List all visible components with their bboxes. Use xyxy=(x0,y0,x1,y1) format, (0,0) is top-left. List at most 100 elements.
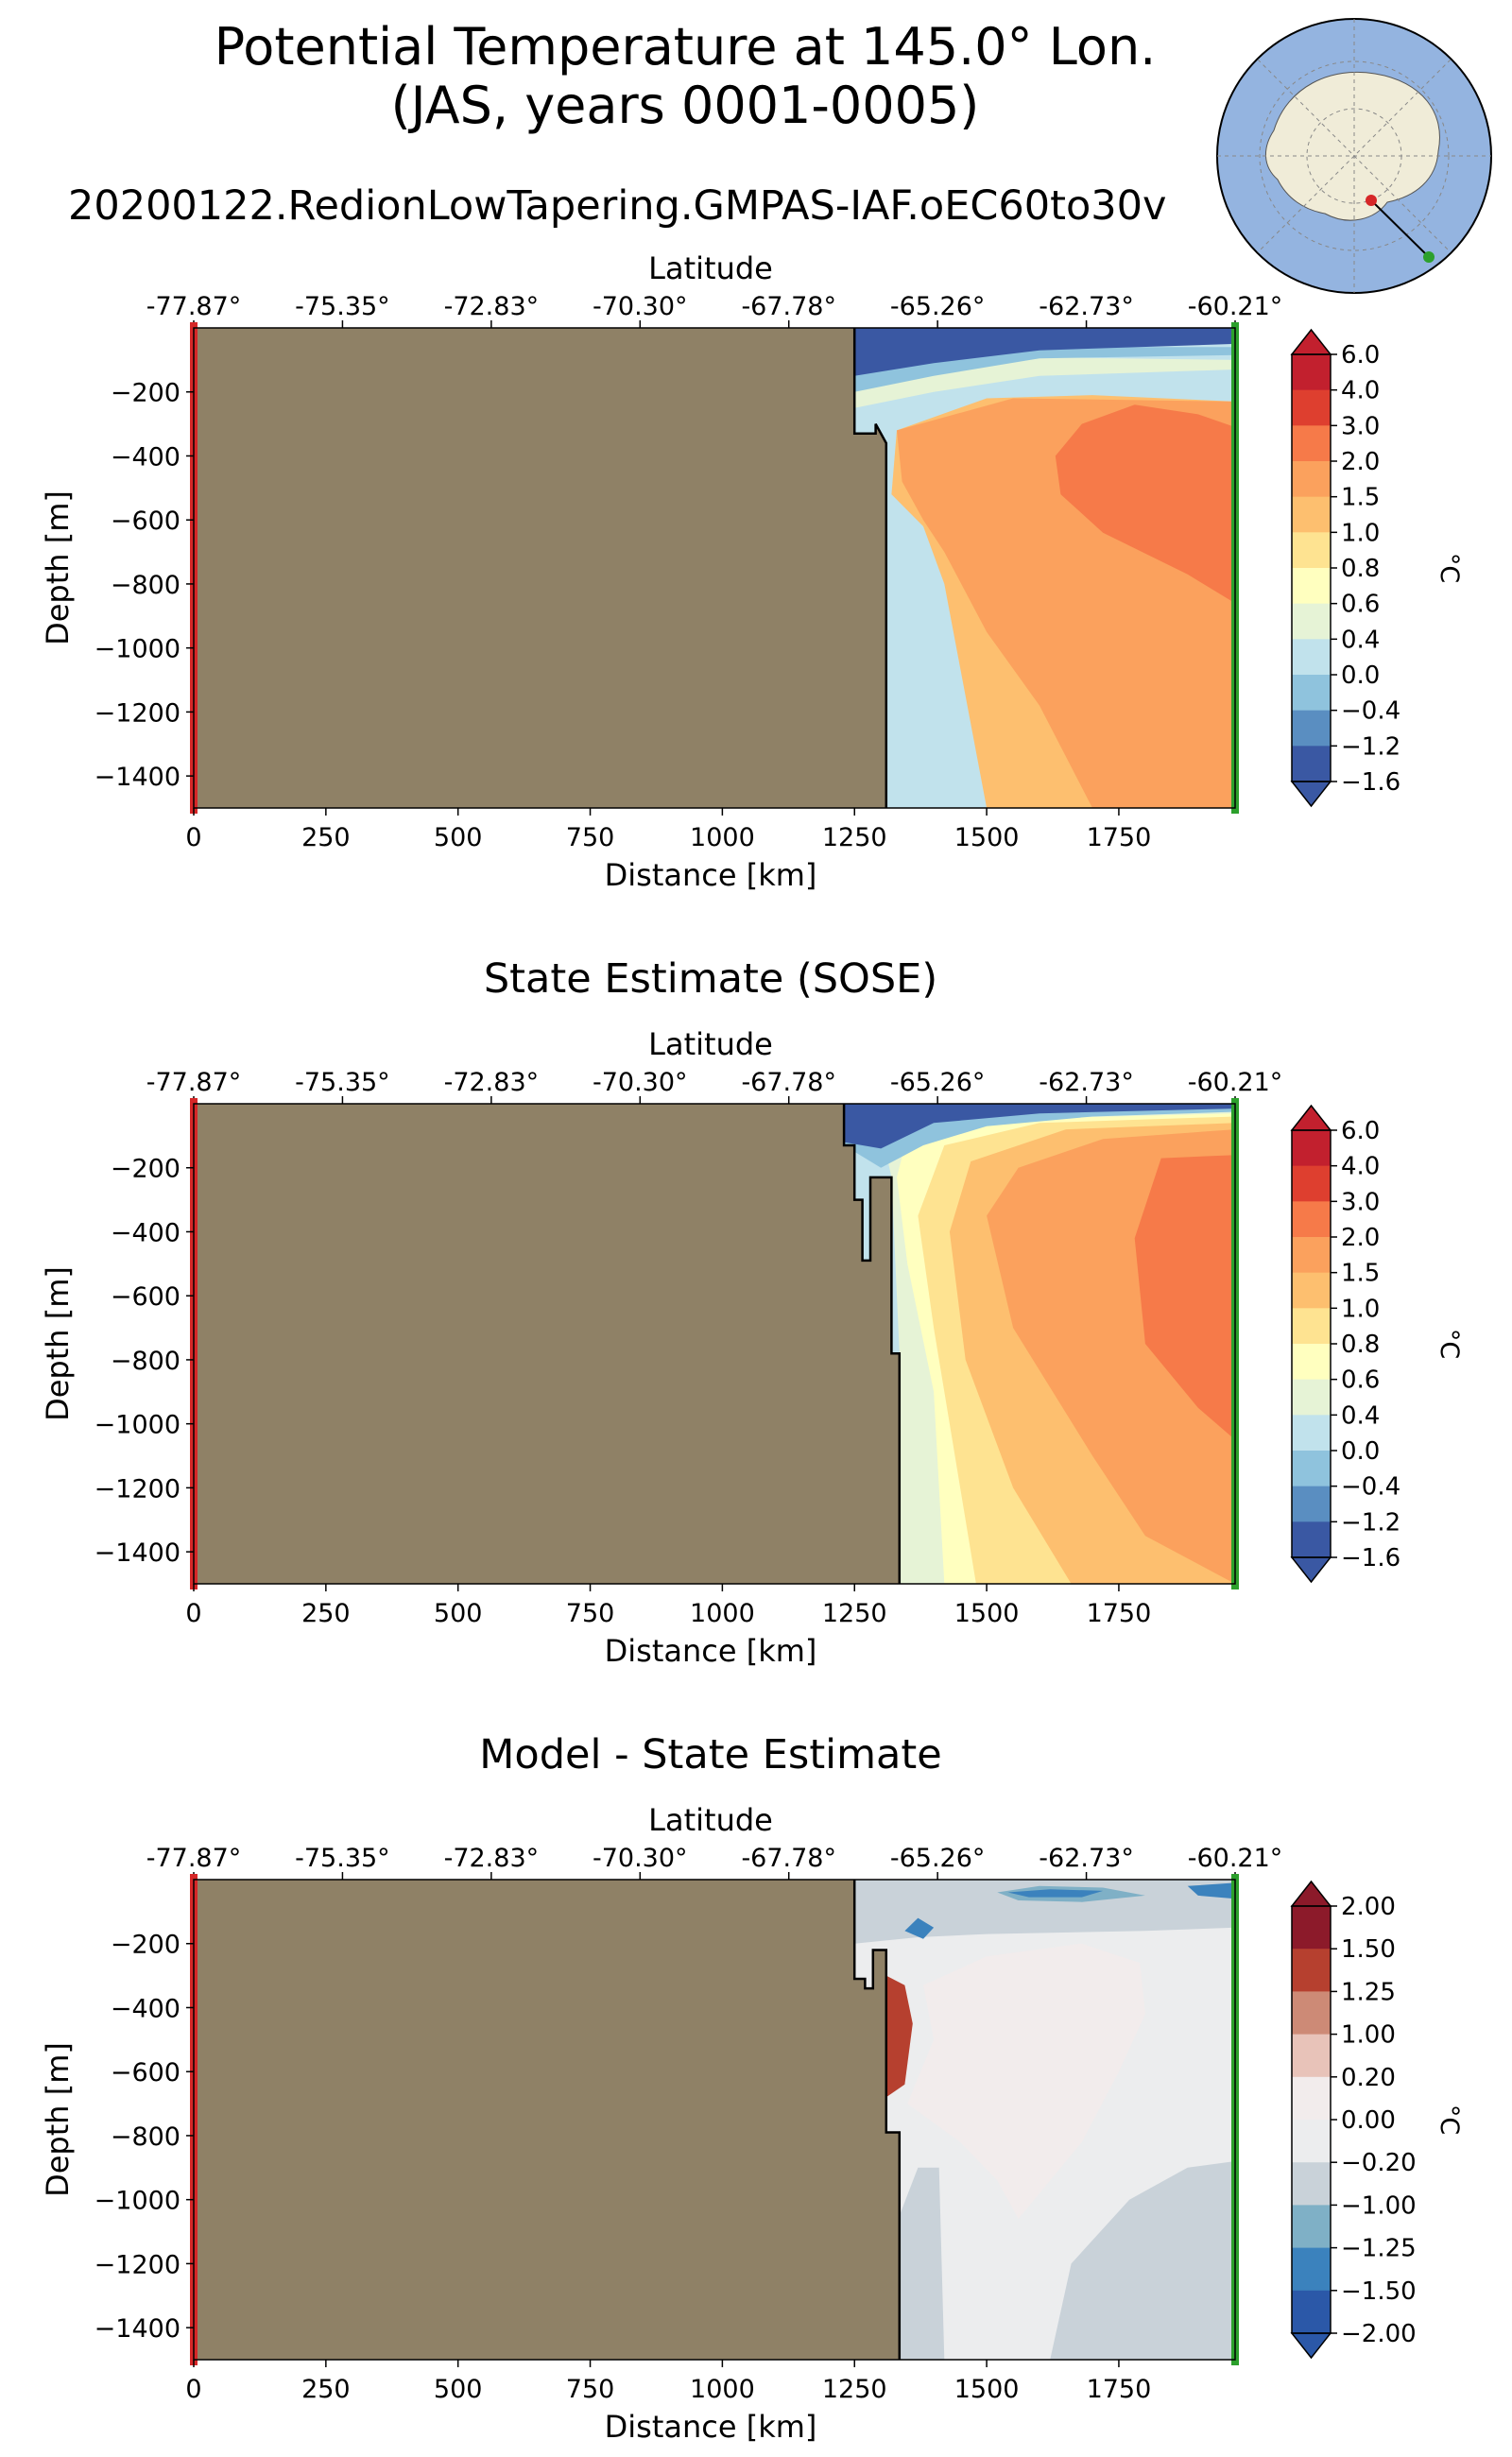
latitude-tick-label: -72.83° xyxy=(444,292,540,321)
colorbar-segment xyxy=(1292,461,1331,498)
x-tick-label: 250 xyxy=(301,1599,351,1628)
x-tick-label: 1250 xyxy=(822,2375,887,2404)
colorbar-tick-label: −1.50 xyxy=(1341,2277,1417,2306)
y-tick-label: −200 xyxy=(111,1931,180,1960)
colorbar-tick-label: −0.4 xyxy=(1341,1473,1400,1502)
colorbar-tick-label: 0.8 xyxy=(1341,555,1380,583)
inset-map-end-point xyxy=(1423,251,1435,263)
y-axis-label: Depth [m] xyxy=(40,2042,76,2197)
latitude-axis-label: Latitude xyxy=(648,1802,773,1838)
colorbar-tick-label: 4.0 xyxy=(1341,1153,1380,1181)
latitude-tick-label: -72.83° xyxy=(444,1068,540,1097)
colorbar-segment xyxy=(1292,746,1331,782)
contour-band xyxy=(854,328,1235,408)
latitude-tick-label: -77.87° xyxy=(146,292,242,321)
y-tick-label: −1400 xyxy=(94,763,180,792)
latitude-axis-label: Latitude xyxy=(648,250,773,286)
run-name-subtitle: 20200122.RedionLowTapering.GMPAS-IAF.oEC… xyxy=(68,182,1166,230)
colorbar: 6.0 4.0 3.0 2.0 1.5 1.0 0.8 0.6 0.4 0.0 −0.4 −1.2 −1… xyxy=(1290,1104,1464,1584)
colorbar: 2.00 1.50 1.25 1.00 0.20 0.00 −0.20 −1.00 −1.25 −… xyxy=(1290,1880,1464,2360)
x-tick-label: 750 xyxy=(566,2375,615,2404)
contour-band xyxy=(1134,1155,1235,1440)
x-tick-label: 0 xyxy=(185,823,201,852)
land-mask xyxy=(194,328,886,808)
y-tick-label: −600 xyxy=(111,1282,180,1312)
colorbar-segment xyxy=(1292,2120,1331,2163)
y-tick-label: −1200 xyxy=(94,1474,180,1503)
land-boundary-line xyxy=(852,328,888,808)
colorbar-segment xyxy=(1292,1949,1331,1992)
y-tick-label: −400 xyxy=(111,442,180,472)
contour-band xyxy=(885,1975,913,2098)
plot-frame xyxy=(193,1103,1236,1585)
contour-band xyxy=(854,328,1235,376)
x-tick-label: 1000 xyxy=(690,2375,755,2404)
colorbar-tick-label: 2.0 xyxy=(1341,1224,1380,1252)
colorbar-min-extend xyxy=(1290,2332,1332,2360)
latitude-tick-label: -67.78° xyxy=(741,1844,836,1873)
x-tick-label: 250 xyxy=(301,2375,351,2404)
colorbar-segment xyxy=(1292,532,1331,569)
panels: Latitude -77.87° -75.35° -72.83° -70.30° -67.… xyxy=(40,250,1464,2445)
contour-band xyxy=(904,1917,935,1939)
latitude-axis-label: Latitude xyxy=(648,1026,773,1062)
inset-map-antarctica xyxy=(1265,71,1440,221)
x-tick-label: 250 xyxy=(301,823,351,852)
colorbar-tick-label: −1.00 xyxy=(1341,2191,1417,2220)
contour-band xyxy=(899,2167,945,2360)
y-tick-label: −1400 xyxy=(94,1538,180,1568)
colorbar-tick-label: 3.0 xyxy=(1341,412,1380,440)
x-tick-label: 1750 xyxy=(1087,1599,1152,1628)
colorbar-segment xyxy=(1292,1486,1331,1522)
land-boundary-line xyxy=(852,1880,902,2360)
colorbar-segment xyxy=(1292,1451,1331,1487)
latitude-tick-label: -60.21° xyxy=(1188,1068,1283,1097)
x-tick-label: 750 xyxy=(566,823,615,852)
colorbar-segment xyxy=(1292,1308,1331,1345)
panel-title: Model - State Estimate xyxy=(479,1731,941,1778)
contour-band xyxy=(1055,404,1235,604)
latitude-tick-label: -62.73° xyxy=(1039,292,1134,321)
y-tick-label: −1200 xyxy=(94,2250,180,2279)
inset-map-grid-outer xyxy=(1259,60,1450,251)
colorbar-segment xyxy=(1292,2290,1331,2334)
colorbar-tick-label: 6.0 xyxy=(1341,1117,1380,1145)
latitude-tick-label: -70.30° xyxy=(593,1068,688,1097)
colorbar-segment xyxy=(1292,389,1331,426)
colorbar-segment xyxy=(1292,354,1331,391)
colorbar-tick-label: 4.0 xyxy=(1341,377,1380,405)
latitude-tick-label: -75.35° xyxy=(295,292,390,321)
x-axis-label: Distance [km] xyxy=(605,2409,817,2445)
y-tick-label: −200 xyxy=(111,1155,180,1184)
x-tick-label: 0 xyxy=(185,2375,201,2404)
y-tick-label: −600 xyxy=(111,2058,180,2088)
colorbar-tick-label: 0.0 xyxy=(1341,1437,1380,1466)
colorbar-segment xyxy=(1292,639,1331,676)
latitude-tick-label: -62.73° xyxy=(1039,1068,1134,1097)
colorbar-segment xyxy=(1292,1379,1331,1416)
colorbar-segment xyxy=(1292,1237,1331,1274)
colorbar-tick-label: 1.0 xyxy=(1341,1295,1380,1323)
colorbar-tick-label: 1.25 xyxy=(1341,1978,1396,2006)
x-tick-label: 500 xyxy=(434,1599,483,1628)
land-boundary-line xyxy=(842,1104,902,1584)
colorbar-segment xyxy=(1292,1344,1331,1381)
colorbar-tick-label: −1.6 xyxy=(1341,1544,1400,1572)
panel-2: State Estimate (SOSE) Latitude -77.87° -75.… xyxy=(40,955,1464,1669)
colorbar-segment xyxy=(1292,1165,1331,1202)
colorbar-tick-label: 0.20 xyxy=(1341,2064,1396,2092)
contour-band xyxy=(907,1943,1145,2219)
y-axis-label: Depth [m] xyxy=(40,1266,76,1421)
colorbar-label: °C xyxy=(1435,553,1464,583)
colorbar-min-extend xyxy=(1290,781,1332,808)
latitude-tick-label: -60.21° xyxy=(1188,1844,1283,1873)
latitude-tick-label: -65.26° xyxy=(890,1068,986,1097)
colorbar-tick-label: 1.5 xyxy=(1341,484,1380,512)
plot-frame xyxy=(193,1879,1236,2361)
y-axis-label: Depth [m] xyxy=(40,490,76,645)
latitude-tick-label: -65.26° xyxy=(890,292,986,321)
colorbar-segment xyxy=(1292,496,1331,533)
inset-map-meridian-4 xyxy=(1257,59,1452,253)
x-tick-label: 500 xyxy=(434,2375,483,2404)
